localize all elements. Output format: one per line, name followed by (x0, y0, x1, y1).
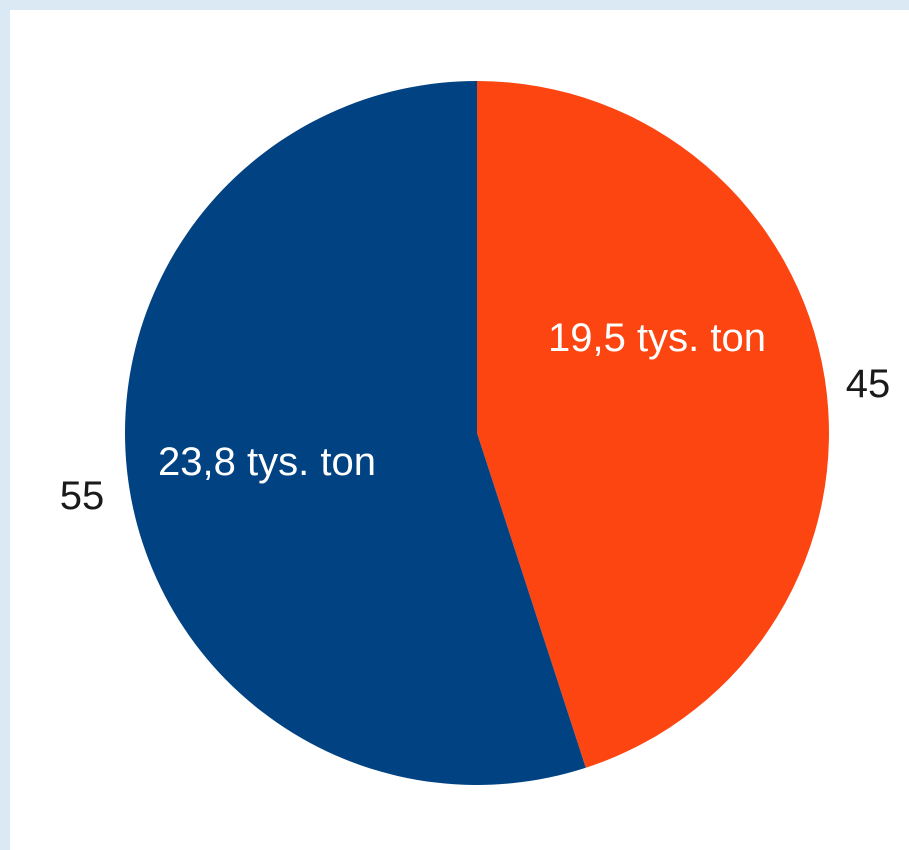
pie-slice-1 (125, 81, 586, 785)
pie-slices (125, 81, 829, 785)
pie-slice-0 (477, 81, 829, 768)
slice-value-label-1: 55 (60, 474, 105, 518)
slice-value-label-0: 45 (846, 362, 891, 406)
slice-inner-label-1: 23,8 tys. ton (158, 440, 376, 484)
slice-inner-label-0: 19,5 tys. ton (548, 316, 766, 360)
pie-labels: 19,5 tys. ton 23,8 tys. ton 45 55 (60, 316, 891, 518)
